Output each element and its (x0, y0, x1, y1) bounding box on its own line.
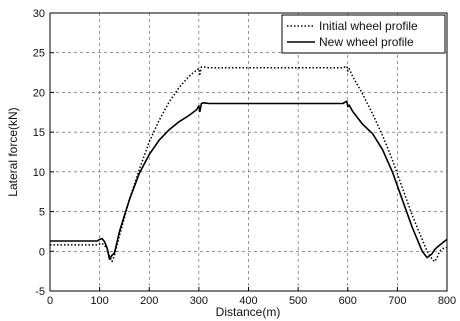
y-tick-label: 10 (33, 167, 45, 179)
x-tick-label: 200 (140, 295, 158, 307)
y-tick-label: 15 (33, 127, 45, 139)
y-tick-label: 25 (33, 48, 45, 60)
series-layer (50, 65, 448, 263)
x-tick-label: 400 (239, 295, 257, 307)
legend-label-initial: Initial wheel profile (319, 19, 418, 33)
x-tick-label: 600 (339, 295, 357, 307)
x-tick-label: 100 (90, 295, 108, 307)
x-tick-label: 300 (190, 295, 208, 307)
y-tick-label: 30 (33, 8, 45, 20)
legend: Initial wheel profile New wheel profile (281, 14, 446, 54)
x-tick-label: 700 (388, 295, 406, 307)
y-tick-label: 5 (39, 207, 45, 219)
y-tick-label: -5 (35, 286, 45, 298)
x-tick-label: 800 (438, 295, 456, 307)
series-line-new-wheel-profile (50, 100, 448, 261)
x-axis-label: Distance(m) (216, 305, 281, 319)
legend-label-new: New wheel profile (319, 35, 414, 49)
series-line-initial-wheel-profile (50, 65, 448, 263)
y-tick-label: 20 (33, 87, 45, 99)
x-tick-label: 500 (289, 295, 307, 307)
y-axis-label: Lateral force(kN) (6, 107, 20, 196)
y-tick-label: 0 (39, 246, 45, 258)
x-tick-label: 0 (47, 295, 53, 307)
legend-box (281, 14, 446, 54)
